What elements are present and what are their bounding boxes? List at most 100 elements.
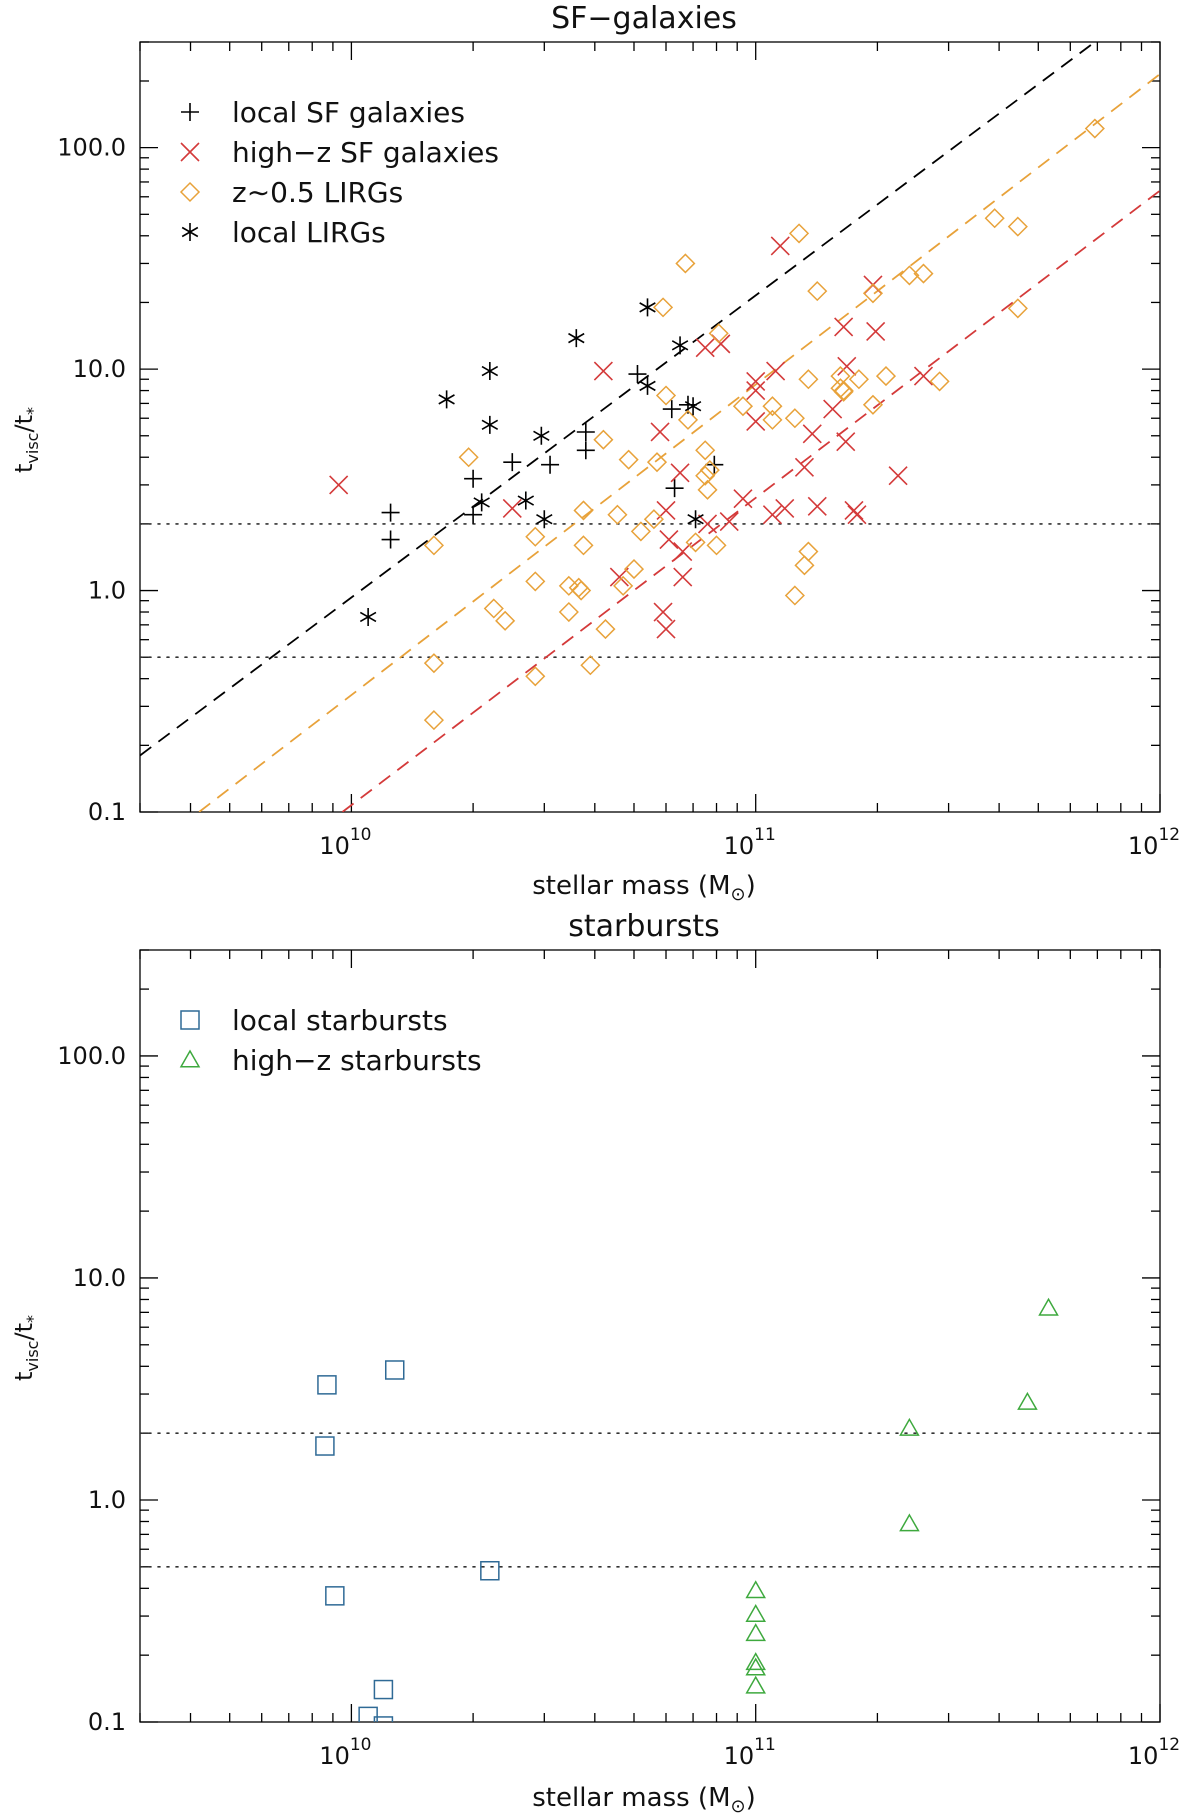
data-point: [899, 1417, 920, 1436]
data-point: [762, 409, 783, 430]
fit-line: [341, 189, 1160, 812]
data-point: [670, 463, 690, 483]
legend-label: high−z starbursts: [232, 1044, 482, 1077]
y-tick-label: 0.1: [88, 1708, 126, 1736]
data-point: [695, 440, 716, 461]
y-tick-label: 1.0: [88, 577, 126, 605]
data-point: [483, 598, 504, 619]
legend-label: local LIRGs: [232, 216, 386, 249]
plot-frame: [139, 41, 1161, 813]
data-point: [630, 521, 651, 542]
legend-label: z∼0.5 LIRGs: [232, 176, 403, 209]
data-point: [746, 380, 766, 401]
data-point: [623, 559, 645, 580]
data-point: [517, 491, 535, 510]
x-axis-label: stellar mass (M⊙): [532, 1783, 756, 1814]
data-point: [650, 422, 670, 442]
data-point: [794, 457, 815, 477]
data-point: [733, 489, 753, 509]
data-point: [571, 580, 592, 601]
series-0: [315, 1360, 500, 1722]
x-tick-label: 1010: [319, 1735, 371, 1770]
data-point: [762, 396, 783, 417]
data-point: [423, 710, 444, 731]
x-tick-label: 1012: [1128, 1735, 1180, 1770]
data-point: [685, 532, 706, 553]
data-point: [695, 338, 715, 358]
data-point: [788, 223, 810, 244]
chart-title: SF−galaxies: [551, 1, 737, 36]
data-point: [381, 530, 400, 549]
data-point: [536, 510, 553, 529]
data-point: [558, 601, 579, 623]
data-point: [837, 356, 857, 376]
legend-marker: [179, 181, 201, 203]
data-point: [745, 1657, 766, 1676]
series-1: [329, 236, 934, 639]
data-point: [697, 479, 718, 500]
data-point: [659, 529, 679, 550]
y-axis-label: tvisc/t*: [10, 407, 42, 473]
data-point: [732, 396, 754, 417]
data-point: [525, 571, 546, 592]
data-point: [706, 535, 727, 556]
data-point: [373, 1716, 394, 1722]
x-tick-base: 10: [319, 1742, 350, 1770]
y-label-main: t: [10, 464, 38, 473]
data-point: [677, 409, 699, 430]
data-point: [766, 361, 786, 381]
legend-label: local SF galaxies: [232, 96, 465, 129]
data-point: [480, 1560, 500, 1581]
data-point: [573, 500, 594, 521]
x-tick-exp: 12: [1158, 1735, 1180, 1755]
data-point: [315, 1436, 335, 1456]
legend-marker: [181, 223, 199, 241]
panel-sf-galaxies: SF−galaxies tvisc/t* stellar mass (M⊙) 0…: [10, 1, 1180, 905]
legend: local SF galaxies high−z SF galaxies z∼0.5…: [179, 96, 499, 249]
x-tick-exp: 11: [754, 825, 776, 845]
data-point: [618, 449, 639, 470]
data-point: [533, 426, 550, 445]
x-label-symbol: ⊙: [731, 884, 746, 905]
data-point: [697, 514, 718, 534]
data-point: [745, 1580, 766, 1599]
x-tick-exp: 12: [1158, 825, 1180, 845]
data-point: [699, 460, 720, 481]
data-point: [866, 321, 886, 341]
data-point: [888, 466, 908, 486]
data-point: [607, 504, 628, 525]
data-point: [568, 329, 585, 348]
data-point: [481, 415, 499, 434]
y-tick-label: 10.0: [73, 355, 126, 383]
data-point: [794, 555, 815, 576]
y-tick-label: 100.0: [57, 134, 126, 162]
data-point: [576, 422, 595, 441]
x-tick-base: 10: [724, 1742, 755, 1770]
data-point: [613, 575, 634, 596]
x-tick-label: 1011: [724, 1735, 776, 1770]
x-label-main: stellar mass (M: [532, 871, 730, 901]
data-point: [745, 1675, 766, 1694]
legend-marker: [180, 1010, 200, 1030]
data-point: [836, 432, 856, 452]
data-point: [438, 390, 455, 409]
data-point: [807, 281, 828, 302]
data-point: [1007, 298, 1028, 319]
data-point: [746, 411, 766, 432]
x-tick-label: 1011: [724, 825, 776, 860]
data-point: [643, 509, 664, 530]
x-tick-exp: 11: [754, 1735, 776, 1755]
data-point: [1038, 1297, 1059, 1316]
y-label-den-sub: *: [23, 407, 42, 415]
data-point: [656, 619, 676, 639]
data-point: [684, 397, 702, 416]
data-point: [775, 498, 795, 518]
data-point: [708, 323, 729, 344]
x-tick-exp: 10: [350, 825, 372, 845]
x-label-main: stellar mass (M: [532, 1783, 730, 1813]
data-point: [503, 453, 522, 472]
data-point: [662, 400, 681, 419]
chart-title: starbursts: [568, 909, 720, 944]
y-axis-label-text: tvisc/t*: [10, 407, 42, 473]
